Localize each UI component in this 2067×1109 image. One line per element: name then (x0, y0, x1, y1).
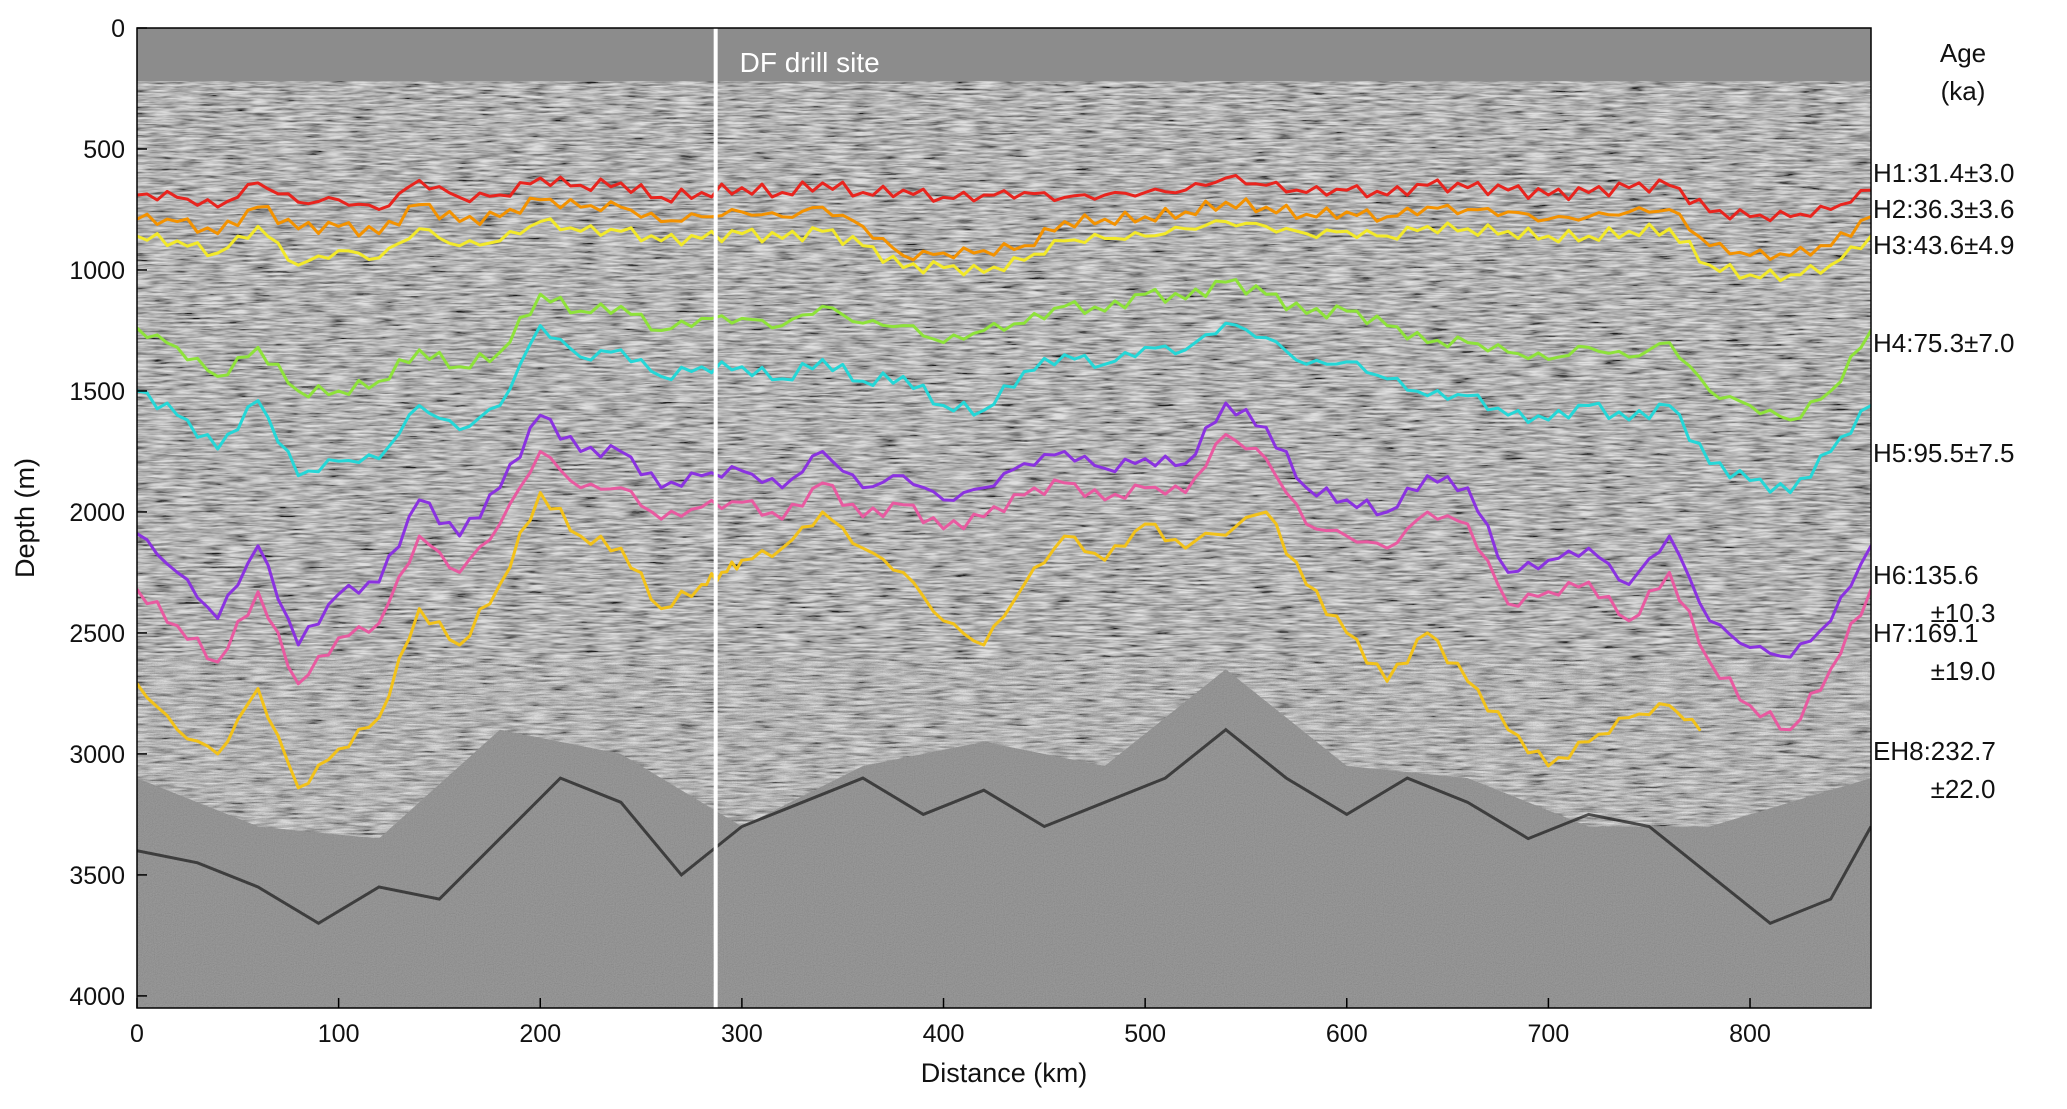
x-tick-label: 800 (1729, 1020, 1771, 1048)
age-label-3: H3:43.6±4.9 (1873, 230, 2014, 260)
x-tick-label: 400 (923, 1020, 965, 1048)
y-tick-label: 1500 (69, 378, 125, 406)
drill-site-label: DF drill site (740, 47, 880, 78)
age-label-1: H1:31.4±3.0 (1873, 158, 2014, 188)
horizon-line-8 (137, 491, 1702, 790)
age-legend: Age (ka) H1:31.4±3.0 H2:36.3±3.6 H3:43.6±4… (1873, 38, 2014, 804)
horizon-line-5 (137, 321, 1871, 495)
y-tick-label: 2500 (69, 620, 125, 648)
x-tick-label: 200 (519, 1020, 561, 1048)
y-tick-label: 1000 (69, 257, 125, 285)
y-tick-label: 3500 (69, 862, 125, 890)
y-tick-label: 0 (111, 15, 125, 43)
age-label-6: ±10.3 (1931, 598, 1996, 628)
x-tick-label: 600 (1326, 1020, 1368, 1048)
radargram-background (137, 28, 1871, 1008)
legend-title-unit: (ka) (1941, 76, 1986, 106)
age-label-6: H6:135.6 (1873, 560, 1979, 590)
y-axis-title: Depth (m) (10, 458, 40, 578)
y-tick-label: 2000 (69, 499, 125, 527)
x-tick-label: 100 (318, 1020, 360, 1048)
age-label-2: H2:36.3±3.6 (1873, 194, 2014, 224)
age-label-7: ±19.0 (1931, 656, 1996, 686)
drill-site-annotation: DF drill site (713, 28, 880, 1008)
horizon-lines (137, 174, 1871, 790)
horizon-line-7 (137, 433, 1871, 732)
age-label-7: H7:169.1 (1873, 618, 1979, 648)
horizon-line-3 (137, 217, 1871, 283)
age-label-5: H5:95.5±7.5 (1873, 438, 2014, 468)
age-label-8: ±22.0 (1931, 774, 1996, 804)
radargram-deep-noise (137, 657, 1871, 1008)
age-label-8: EH8:232.7 (1873, 736, 1996, 766)
radargram-air-band (137, 28, 1871, 82)
horizon-line-4 (137, 278, 1871, 422)
horizon-line-6 (137, 401, 1871, 659)
y-tick-label: 500 (83, 136, 125, 164)
x-tick-label: 500 (1124, 1020, 1166, 1048)
age-label-4: H4:75.3±7.0 (1873, 328, 2014, 358)
horizon-line-1 (137, 174, 1871, 223)
x-axis-title: Distance (km) (921, 1058, 1088, 1088)
horizon-line-2 (137, 196, 1871, 262)
x-tick-label: 300 (721, 1020, 763, 1048)
x-tick-label: 700 (1528, 1020, 1570, 1048)
legend-title-age: Age (1940, 38, 1986, 68)
plot-frame (136, 27, 1872, 1009)
y-tick-label: 4000 (69, 983, 125, 1011)
y-tick-label: 3000 (69, 741, 125, 769)
x-tick-label: 0 (130, 1020, 144, 1048)
radargram-bed-reflection (137, 727, 1871, 926)
axes: 0 100 200 300 400 500 600 700 800 0 500 1000 1500 200… (69, 15, 1771, 1048)
